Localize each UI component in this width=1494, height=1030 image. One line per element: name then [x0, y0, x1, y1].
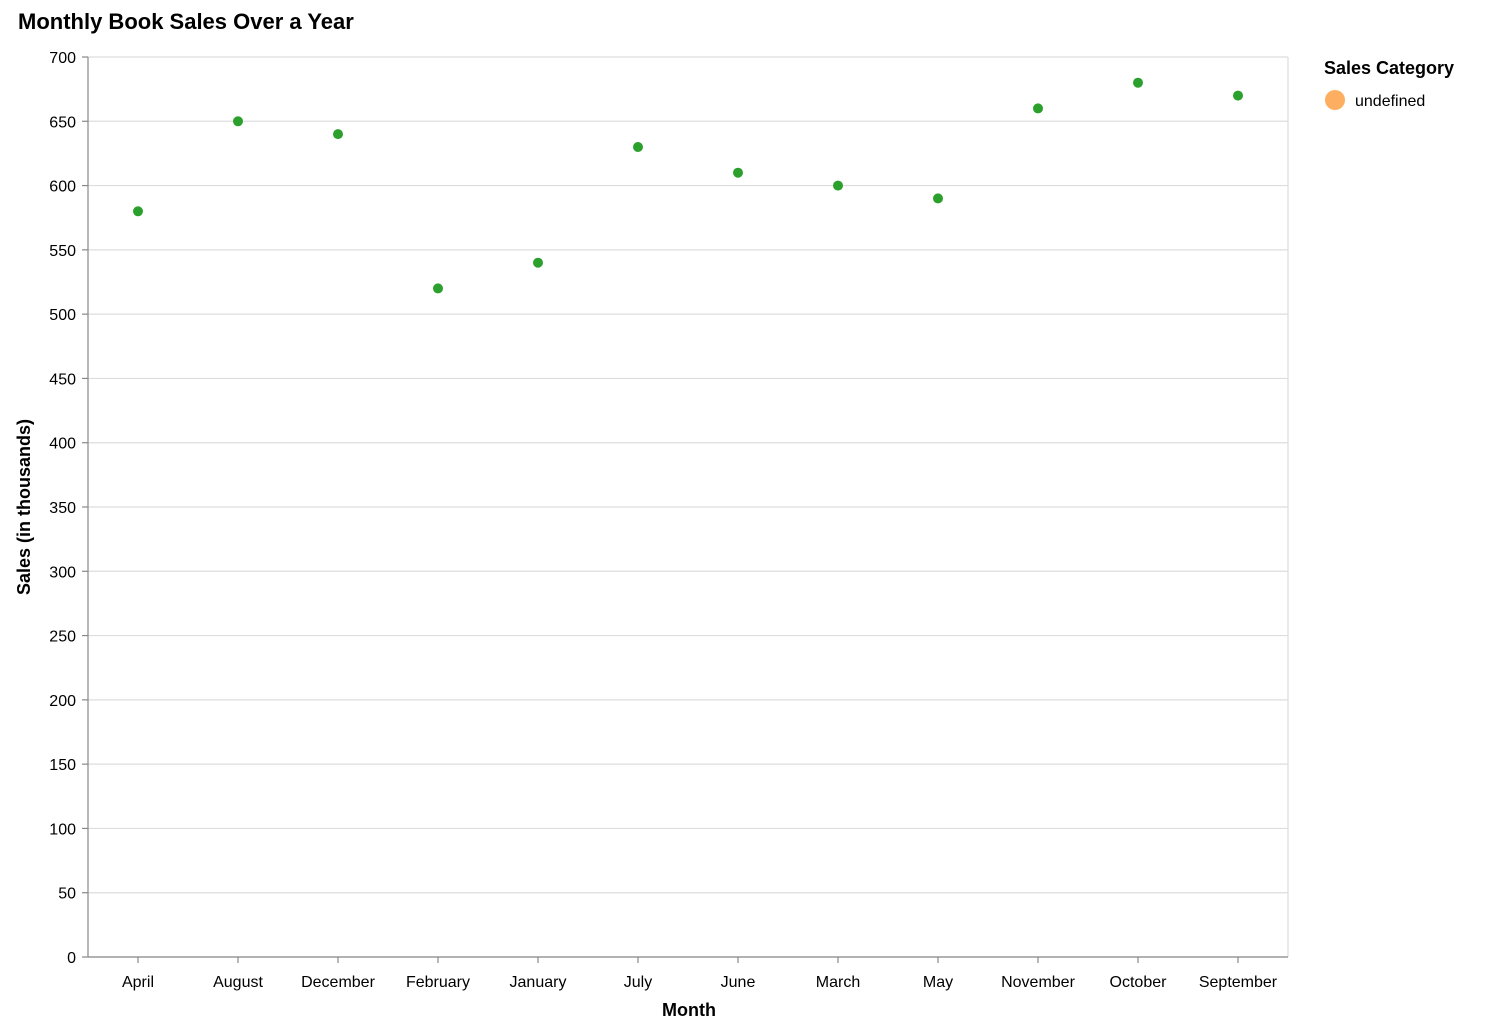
x-tick-label: March — [816, 974, 860, 991]
grid-lines — [88, 56, 1289, 958]
y-tick-label: 600 — [49, 179, 76, 196]
x-axis: April August December February January July Ju… — [88, 956, 1288, 991]
x-tick-label: July — [624, 974, 652, 991]
data-point — [133, 206, 143, 217]
x-tick-label: January — [510, 974, 567, 991]
x-tick-label: August — [213, 974, 263, 991]
y-axis: 0 50 100 150 200 250 300 350 400 450 500 550 600 650 7… — [49, 50, 89, 967]
x-tick-label: December — [301, 974, 375, 991]
y-tick-label: 100 — [49, 821, 76, 838]
data-point — [633, 142, 643, 152]
data-point — [1233, 90, 1243, 101]
y-tick-label: 700 — [49, 50, 76, 67]
x-tick-label: October — [1110, 974, 1168, 991]
x-tick-label: February — [406, 974, 470, 991]
y-tick-label: 250 — [49, 629, 76, 646]
y-tick-label: 300 — [49, 564, 76, 581]
legend: Sales Category undefined — [1324, 58, 1454, 110]
data-point — [233, 116, 243, 127]
y-tick-label: 400 — [49, 436, 76, 453]
chart-title: Monthly Book Sales Over a Year — [18, 9, 354, 34]
data-point — [933, 193, 943, 204]
data-point — [1033, 103, 1043, 114]
legend-item-label: undefined — [1355, 93, 1425, 110]
y-tick-label: 200 — [49, 693, 76, 710]
x-tick-label: November — [1001, 974, 1075, 991]
y-tick-label: 150 — [49, 757, 76, 774]
legend-swatch — [1325, 90, 1345, 110]
data-point — [1133, 77, 1143, 88]
legend-title: Sales Category — [1324, 58, 1454, 78]
x-tick-label: May — [923, 974, 953, 991]
data-points — [133, 77, 1243, 294]
data-point — [433, 283, 443, 294]
y-tick-label: 350 — [49, 500, 76, 517]
data-point — [333, 129, 343, 140]
y-tick-label: 450 — [49, 371, 76, 388]
x-axis-title: Month — [662, 1000, 716, 1020]
data-point — [833, 180, 843, 191]
y-tick-label: 550 — [49, 243, 76, 260]
x-tick-label: September — [1199, 974, 1278, 991]
y-tick-label: 650 — [49, 114, 76, 131]
data-point — [733, 167, 743, 178]
y-axis-title: Sales (in thousands) — [14, 419, 34, 595]
x-tick-label: April — [122, 974, 154, 991]
y-tick-label: 500 — [49, 307, 76, 324]
x-tick-label: June — [721, 974, 756, 991]
y-tick-label: 0 — [67, 950, 76, 967]
y-tick-label: 50 — [58, 886, 76, 903]
data-point — [533, 257, 543, 268]
